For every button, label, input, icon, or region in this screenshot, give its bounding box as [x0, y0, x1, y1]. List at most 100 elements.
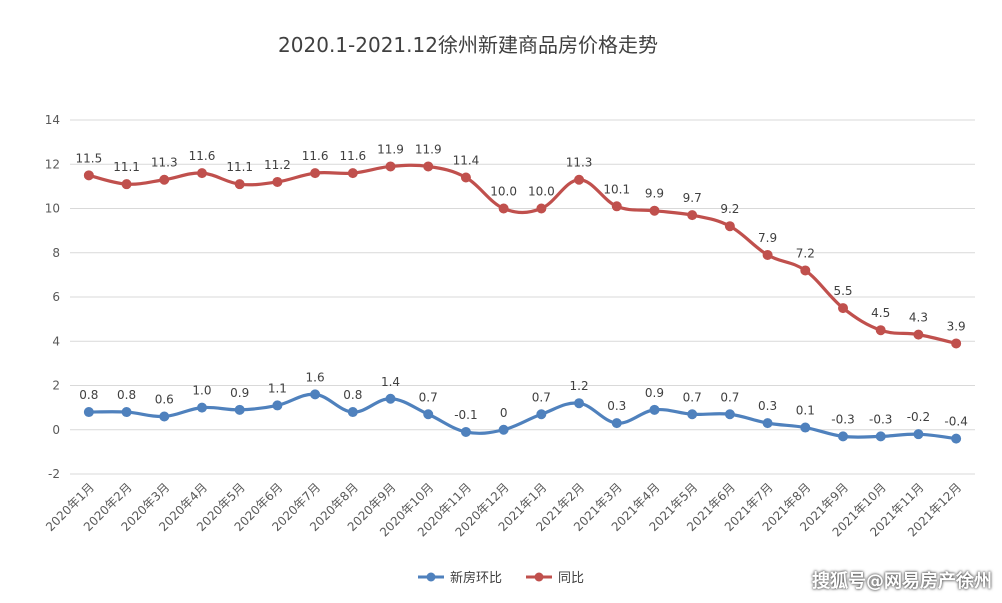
data-label: 10.1: [603, 182, 630, 196]
legend-label: 同比: [558, 571, 584, 586]
data-point: [460, 426, 471, 437]
series-layer: [83, 161, 962, 444]
data-point: [196, 168, 207, 179]
data-point: [649, 404, 660, 415]
data-point: [611, 201, 622, 212]
data-point: [875, 325, 886, 336]
data-label: 7.9: [758, 231, 777, 245]
data-label: -0.4: [944, 415, 967, 429]
legend-label: 新房环比: [450, 570, 502, 586]
data-label: 9.7: [683, 191, 702, 205]
data-label: 4.5: [871, 306, 890, 320]
data-point: [460, 172, 471, 183]
data-point: [724, 409, 735, 420]
data-point: [611, 418, 622, 429]
legend: 新房环比 同比: [418, 570, 584, 586]
data-label: 0.8: [79, 388, 98, 402]
series-line-0: [88, 392, 957, 441]
series-line-1: [88, 163, 957, 346]
data-point: [913, 329, 924, 340]
data-label: 11.5: [75, 151, 102, 165]
legend-marker: [426, 572, 436, 582]
data-label: 11.1: [226, 160, 253, 174]
data-point: [272, 176, 283, 187]
data-point: [762, 418, 773, 429]
data-point: [951, 433, 962, 444]
data-label: 0.7: [419, 390, 438, 404]
data-point: [498, 424, 509, 435]
data-point: [234, 404, 245, 415]
y-tick-label: 6: [52, 290, 60, 304]
data-labels: 0.8 0.8 0.6 1.0 0.9 1.1 1.6 0.8 1.4 0.7 -0.1 0 0.7 1.…: [75, 142, 967, 428]
data-point: [159, 411, 170, 422]
data-label: 10.0: [528, 185, 555, 199]
data-point: [159, 174, 170, 185]
data-point: [951, 338, 962, 349]
data-label: 0.8: [343, 388, 362, 402]
legend-marker: [534, 572, 544, 582]
data-point: [838, 303, 849, 314]
data-point: [310, 389, 321, 400]
chart-title: 2020.1-2021.12徐州新建商品房价格走势: [278, 33, 658, 57]
y-axis-ticks: 14 12 10 8 6 4 2 0 -2: [45, 113, 60, 481]
data-label: 0.7: [683, 390, 702, 404]
data-label: -0.3: [869, 412, 892, 426]
data-label: 1.6: [306, 370, 325, 384]
data-label: 0.1: [796, 404, 815, 418]
data-label: 11.2: [264, 158, 291, 172]
data-label: -0.2: [907, 410, 930, 424]
data-point: [385, 161, 396, 172]
data-point: [347, 168, 358, 179]
data-label: 1.2: [570, 379, 589, 393]
y-tick-label: 10: [45, 202, 60, 216]
data-label: 0.3: [607, 399, 626, 413]
watermark: 搜狐号@网易房产徐州: [812, 571, 992, 592]
data-point: [875, 431, 886, 442]
data-label: 11.6: [189, 149, 216, 163]
data-point: [838, 431, 849, 442]
data-point: [272, 400, 283, 411]
data-label: 0.9: [645, 386, 664, 400]
data-point: [800, 265, 811, 276]
data-point: [574, 174, 585, 185]
data-point: [536, 409, 547, 420]
data-point: [234, 179, 245, 190]
x-axis-ticks: 2020年1月2020年2月2020年3月2020年4月2020年5月2020年…: [43, 480, 964, 539]
data-point: [649, 205, 660, 216]
data-label: 0.7: [532, 390, 551, 404]
data-point: [423, 409, 434, 420]
data-point: [83, 170, 94, 181]
data-label: 0.9: [230, 386, 249, 400]
data-point: [687, 210, 698, 221]
data-point: [687, 409, 698, 420]
data-label: 11.6: [302, 149, 329, 163]
gridlines: [70, 119, 975, 475]
data-point: [121, 407, 132, 418]
data-label: 5.5: [833, 284, 852, 298]
data-point: [385, 393, 396, 404]
data-label: 3.9: [947, 319, 966, 333]
data-label: 11.4: [453, 154, 480, 168]
data-label: 11.1: [113, 160, 140, 174]
data-label: 0.6: [155, 392, 174, 406]
data-point: [121, 179, 132, 190]
y-tick-label: 0: [52, 423, 60, 437]
data-label: 11.3: [566, 156, 593, 170]
data-label: 9.9: [645, 187, 664, 201]
data-point: [83, 407, 94, 418]
data-point: [574, 398, 585, 409]
data-label: 11.9: [415, 142, 442, 156]
data-point: [310, 168, 321, 179]
data-point: [724, 221, 735, 232]
data-label: 0: [500, 406, 508, 420]
data-point: [762, 249, 773, 260]
data-label: 11.3: [151, 156, 178, 170]
y-tick-label: 4: [52, 334, 60, 348]
data-label: -0.3: [831, 412, 854, 426]
data-label: -0.1: [454, 408, 477, 422]
data-label: 9.2: [720, 202, 739, 216]
data-label: 0.7: [720, 390, 739, 404]
data-point: [196, 402, 207, 413]
